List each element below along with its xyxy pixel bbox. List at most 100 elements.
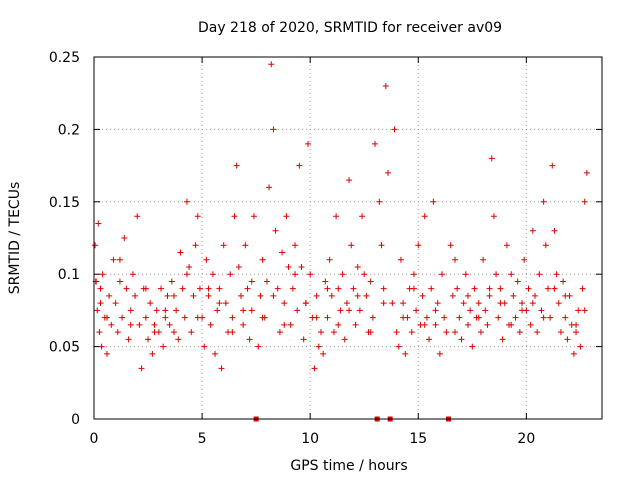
data-point xyxy=(421,321,428,328)
data-point xyxy=(218,365,225,372)
data-point xyxy=(164,292,171,299)
data-point xyxy=(92,242,99,249)
data-point xyxy=(145,336,152,343)
data-point xyxy=(138,365,145,372)
data-point xyxy=(127,321,134,328)
data-point xyxy=(179,285,186,292)
data-point xyxy=(194,213,201,220)
data-point xyxy=(488,155,495,162)
data-point xyxy=(395,343,402,350)
data-point xyxy=(348,242,355,249)
data-point xyxy=(220,242,227,249)
data-point xyxy=(259,256,266,263)
data-point xyxy=(322,278,329,285)
data-point xyxy=(462,271,469,278)
data-point xyxy=(384,169,391,176)
data-point xyxy=(581,198,588,205)
data-point xyxy=(361,271,368,278)
data-point xyxy=(125,336,132,343)
data-point xyxy=(274,285,281,292)
data-point xyxy=(183,198,190,205)
data-point xyxy=(246,336,253,343)
data-point xyxy=(214,307,221,314)
data-point xyxy=(110,256,117,263)
data-point xyxy=(410,271,417,278)
data-point xyxy=(158,285,165,292)
plot-frame xyxy=(93,56,603,420)
data-point xyxy=(276,329,283,336)
data-point xyxy=(250,213,257,220)
data-point xyxy=(313,314,320,321)
data-point xyxy=(551,227,558,234)
data-point xyxy=(557,329,564,336)
data-point xyxy=(315,343,322,350)
data-point xyxy=(181,314,188,321)
data-point xyxy=(244,285,251,292)
data-point xyxy=(531,292,538,299)
data-point xyxy=(432,321,439,328)
data-point xyxy=(514,278,521,285)
x-tick-label: 15 xyxy=(409,431,427,447)
data-point xyxy=(207,321,214,328)
data-point xyxy=(257,292,264,299)
data-point xyxy=(428,285,435,292)
data-point xyxy=(527,321,534,328)
data-point xyxy=(300,336,307,343)
data-point xyxy=(486,292,493,299)
data-point xyxy=(423,314,430,321)
data-point xyxy=(283,213,290,220)
y-tick-label: 0.25 xyxy=(49,50,80,66)
data-point xyxy=(134,213,141,220)
data-point xyxy=(160,343,167,350)
data-point xyxy=(311,365,318,372)
data-point xyxy=(192,242,199,249)
data-point xyxy=(495,314,502,321)
data-point xyxy=(317,329,324,336)
data-point xyxy=(400,300,407,307)
data-point xyxy=(469,343,476,350)
data-point xyxy=(98,343,105,350)
data-point xyxy=(216,300,223,307)
y-tick-label: 0.05 xyxy=(49,340,80,356)
data-point xyxy=(426,336,433,343)
data-point xyxy=(521,256,528,263)
data-point xyxy=(112,300,119,307)
data-point xyxy=(335,285,342,292)
data-point xyxy=(94,307,101,314)
data-point xyxy=(577,343,584,350)
x-tick-label: 5 xyxy=(198,431,207,447)
y-axis-label: SRMTID / TECUs xyxy=(7,182,23,295)
data-point xyxy=(393,329,400,336)
data-point xyxy=(542,242,549,249)
data-point xyxy=(151,329,158,336)
data-point xyxy=(499,336,506,343)
data-point xyxy=(320,350,327,357)
data-point xyxy=(175,336,182,343)
data-point xyxy=(227,271,234,278)
data-point xyxy=(490,213,497,220)
data-point xyxy=(534,329,541,336)
data-point xyxy=(341,336,348,343)
data-point xyxy=(294,307,301,314)
ticks-layer: 0 5 10 15 20 0 0.05 0.1 0.15 0.2 0.25 xyxy=(49,50,602,447)
data-point xyxy=(287,321,294,328)
data-point xyxy=(464,292,471,299)
data-point xyxy=(170,329,177,336)
data-point xyxy=(177,249,184,256)
data-point xyxy=(222,300,229,307)
data-point xyxy=(367,329,374,336)
data-point xyxy=(212,350,219,357)
data-point xyxy=(281,321,288,328)
data-point xyxy=(95,220,102,227)
data-point xyxy=(183,271,190,278)
data-point xyxy=(549,162,556,169)
data-point xyxy=(103,350,110,357)
data-point xyxy=(519,307,526,314)
data-point xyxy=(335,321,342,328)
data-point xyxy=(575,307,582,314)
data-point xyxy=(477,329,484,336)
data-point xyxy=(581,307,588,314)
data-point xyxy=(447,242,454,249)
data-point xyxy=(464,321,471,328)
data-point xyxy=(186,263,193,270)
